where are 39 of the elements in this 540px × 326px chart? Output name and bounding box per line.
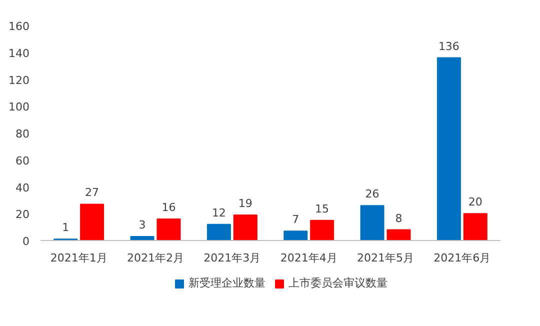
bar [436, 57, 461, 240]
data-label: 26 [365, 188, 380, 201]
data-label: 16 [162, 201, 176, 214]
y-tick-label: 40 [16, 181, 30, 194]
x-tick-label: 2021年4月 [280, 252, 338, 264]
data-label: 1 [62, 221, 70, 234]
data-label: 12 [212, 206, 226, 220]
data-label: 136 [438, 40, 460, 53]
y-tick-label: 140 [8, 46, 30, 60]
bar [206, 224, 231, 240]
data-label: 27 [85, 186, 100, 200]
y-tick-label: 60 [16, 154, 30, 168]
bar [463, 213, 488, 240]
y-tick-label: 0 [22, 235, 30, 248]
data-label: 3 [138, 218, 146, 232]
x-tick-label: 2021年3月 [204, 252, 261, 264]
bar [80, 204, 104, 240]
y-tick-label: 100 [8, 100, 30, 114]
bar [310, 220, 334, 240]
data-label: 8 [395, 212, 402, 225]
y-tick-label: 20 [16, 208, 30, 222]
bar [386, 229, 411, 240]
y-tick-label: 120 [8, 74, 30, 87]
x-tick-label: 2021年1月 [50, 252, 108, 264]
legend-label: 上市委员会审议数量 [288, 276, 388, 290]
bar [156, 218, 181, 240]
y-tick-label: 160 [8, 20, 30, 33]
data-label: 20 [468, 196, 482, 209]
data-label: 15 [315, 202, 330, 216]
bar [360, 205, 384, 240]
y-tick-label: 80 [16, 128, 30, 140]
bar [233, 214, 258, 240]
bar [284, 230, 308, 240]
x-tick-label: 2021年2月 [127, 252, 184, 264]
legend-label: 新受理企业数量 [188, 276, 266, 290]
data-label: 19 [238, 196, 252, 210]
x-tick-label: 2021年6月 [434, 252, 491, 264]
data-label: 7 [292, 213, 300, 226]
x-tick-label: 2021年5月 [357, 252, 414, 264]
